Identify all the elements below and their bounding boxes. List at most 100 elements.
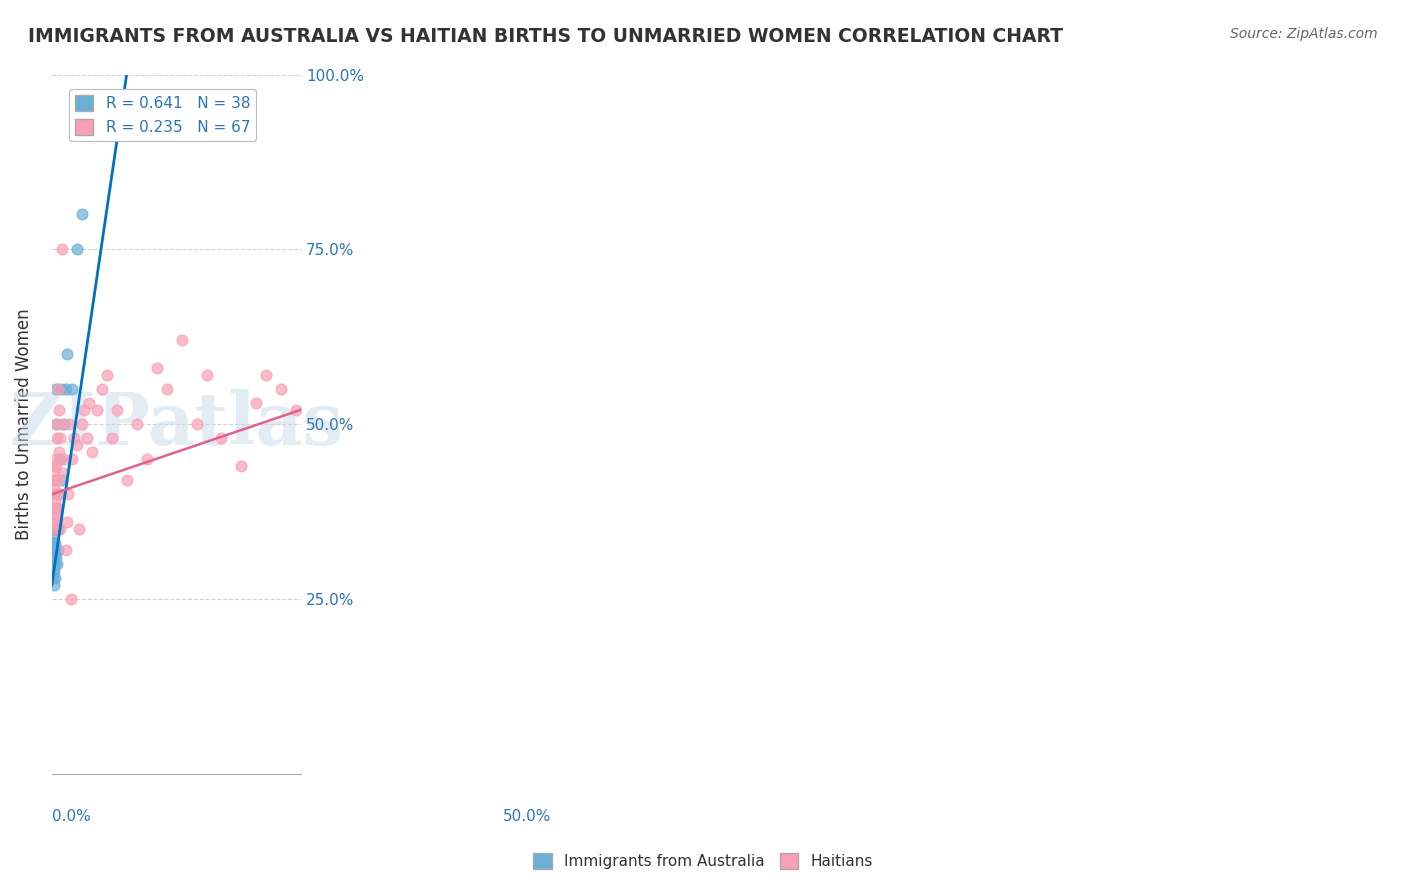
Point <box>42 550 65 565</box>
Point <box>44 452 66 467</box>
Point <box>73 403 96 417</box>
Point <box>77 396 100 410</box>
Point <box>44 473 66 487</box>
Point <box>42 473 65 487</box>
Point <box>270 382 292 396</box>
Point <box>44 522 66 536</box>
Point <box>45 516 67 530</box>
Point <box>44 459 66 474</box>
Point <box>70 417 93 432</box>
Point <box>42 564 65 578</box>
Point <box>44 571 66 585</box>
Point <box>45 417 67 432</box>
Point <box>45 558 67 572</box>
Point <box>186 417 208 432</box>
Point <box>53 417 76 432</box>
Point <box>60 452 83 467</box>
Point <box>48 487 70 501</box>
Point <box>44 558 66 572</box>
Point <box>55 543 77 558</box>
Point <box>311 403 333 417</box>
Point <box>45 382 67 396</box>
Text: Source: ZipAtlas.com: Source: ZipAtlas.com <box>1230 27 1378 41</box>
Point <box>105 403 128 417</box>
Point <box>44 543 66 558</box>
Point <box>56 487 79 501</box>
Point <box>44 564 66 578</box>
Point <box>55 516 77 530</box>
Point <box>45 550 67 565</box>
Point <box>195 368 218 383</box>
Point <box>211 431 233 445</box>
Point <box>67 522 90 536</box>
Point <box>155 382 177 396</box>
Legend: R = 0.641   N = 38, R = 0.235   N = 67: R = 0.641 N = 38, R = 0.235 N = 67 <box>69 89 256 141</box>
Point <box>46 501 69 516</box>
Point <box>70 207 93 221</box>
Point <box>66 243 89 257</box>
Point <box>96 103 118 117</box>
Point <box>285 403 308 417</box>
Point <box>42 522 65 536</box>
Point <box>42 536 65 550</box>
Point <box>42 550 65 565</box>
Point <box>51 243 73 257</box>
Point <box>231 459 253 474</box>
Point <box>325 368 347 383</box>
Point <box>42 571 65 585</box>
Point <box>55 382 77 396</box>
Point <box>44 480 66 494</box>
Point <box>41 501 63 516</box>
Text: 50.0%: 50.0% <box>502 809 551 824</box>
Point <box>60 382 83 396</box>
Point <box>42 467 65 481</box>
Point <box>45 431 67 445</box>
Point <box>42 529 65 543</box>
Text: ZIPatlas: ZIPatlas <box>10 389 343 460</box>
Point <box>46 473 69 487</box>
Y-axis label: Births to Unmarried Women: Births to Unmarried Women <box>15 309 32 541</box>
Point <box>41 558 63 572</box>
Point <box>42 516 65 530</box>
Point <box>59 592 82 607</box>
Point <box>90 382 112 396</box>
Point <box>49 382 72 396</box>
Point <box>46 522 69 536</box>
Point <box>41 536 63 550</box>
Point <box>45 417 67 432</box>
Point <box>45 501 67 516</box>
Point <box>299 382 322 396</box>
Point <box>49 431 72 445</box>
Point <box>44 501 66 516</box>
Point <box>42 508 65 523</box>
Point <box>145 361 167 376</box>
Point <box>48 452 70 467</box>
Point <box>66 438 89 452</box>
Point <box>58 417 80 432</box>
Point <box>48 445 70 459</box>
Point <box>63 431 86 445</box>
Point <box>45 459 67 474</box>
Point <box>53 452 76 467</box>
Legend: Immigrants from Australia, Haitians: Immigrants from Australia, Haitians <box>527 847 879 875</box>
Point <box>51 473 73 487</box>
Point <box>41 522 63 536</box>
Point <box>41 543 63 558</box>
Point <box>80 445 103 459</box>
Point <box>41 571 63 585</box>
Point <box>42 558 65 572</box>
Point <box>44 508 66 523</box>
Point <box>100 431 122 445</box>
Text: 0.0%: 0.0% <box>52 809 90 824</box>
Text: IMMIGRANTS FROM AUSTRALIA VS HAITIAN BIRTHS TO UNMARRIED WOMEN CORRELATION CHART: IMMIGRANTS FROM AUSTRALIA VS HAITIAN BIR… <box>28 27 1063 45</box>
Point <box>44 494 66 508</box>
Point <box>170 334 193 348</box>
Point <box>115 473 138 487</box>
Point <box>44 536 66 550</box>
Point <box>48 522 70 536</box>
Point <box>76 431 98 445</box>
Point <box>245 396 267 410</box>
Point <box>42 487 65 501</box>
Point <box>49 417 72 432</box>
Point <box>46 382 69 396</box>
